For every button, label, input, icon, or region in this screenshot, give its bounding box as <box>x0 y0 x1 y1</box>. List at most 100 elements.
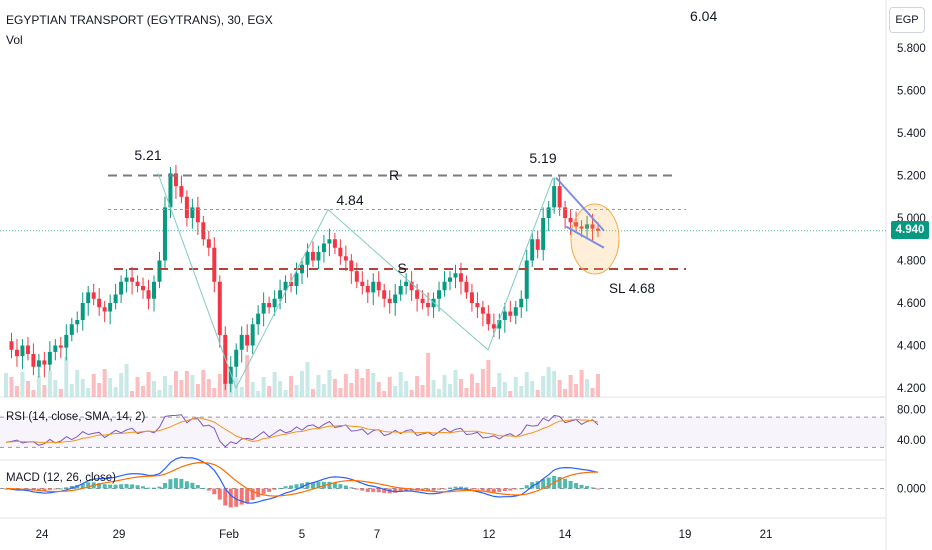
volume-bar <box>530 381 535 397</box>
macd-histogram-bar <box>256 488 261 497</box>
candle-body <box>354 271 359 282</box>
macd-histogram-bar <box>195 485 200 489</box>
volume-bar <box>491 387 496 397</box>
currency-button[interactable]: EGP <box>889 7 925 33</box>
volume-bar <box>91 374 96 397</box>
macd-histogram-bar <box>398 488 403 492</box>
candle-body <box>91 292 96 299</box>
volume-bar <box>173 371 178 397</box>
annotation-mid-peak: 4.84 <box>336 192 363 208</box>
candle-body <box>497 320 502 329</box>
volume-bar <box>310 389 315 397</box>
volume-bar <box>568 375 573 397</box>
volume-bar <box>201 370 206 397</box>
volume-bar <box>58 389 63 397</box>
volume-bar <box>64 357 69 397</box>
candle-body <box>365 286 370 293</box>
volume-bar <box>420 385 425 397</box>
macd-histogram-bar <box>223 488 228 506</box>
candle-body <box>152 281 156 299</box>
macd-histogram-bar <box>541 479 546 489</box>
candle-body <box>124 277 129 282</box>
macd-histogram-bar <box>42 488 47 491</box>
candle-body <box>179 186 184 197</box>
macd-histogram-bar <box>343 485 348 489</box>
time-tick-label: 7 <box>374 529 380 541</box>
candle-body <box>343 256 348 261</box>
macd-histogram-bar <box>530 482 535 489</box>
candle-body <box>404 281 409 286</box>
candle-body <box>130 277 135 282</box>
macd-histogram-bar <box>36 488 41 491</box>
volume-bar <box>579 370 584 397</box>
candle-body <box>513 307 518 316</box>
candle-body <box>47 351 52 365</box>
candle-body <box>119 281 124 295</box>
volume-bar <box>300 371 304 397</box>
candle-body <box>31 354 36 367</box>
macd-histogram-bar <box>146 487 151 489</box>
volume-bar <box>574 384 579 397</box>
volume-bar <box>124 364 129 397</box>
macd-histogram-bar <box>376 488 381 493</box>
macd-histogram-bar <box>239 488 244 505</box>
volume-bar <box>557 380 562 397</box>
macd-histogram-bar <box>47 488 52 490</box>
volume-bar <box>596 374 600 397</box>
candle-body <box>437 290 442 299</box>
volume-bar <box>25 381 30 397</box>
price-tick-label: 4.600 <box>897 298 926 310</box>
macd-histogram-bar <box>519 488 524 490</box>
macd-histogram-bar <box>332 482 337 489</box>
candle-body <box>256 313 261 325</box>
macd-histogram-bar <box>431 488 436 491</box>
volume-bar <box>20 372 25 397</box>
candle-body <box>316 252 321 261</box>
macd-histogram-bar <box>382 488 387 493</box>
macd-histogram-bar <box>168 479 173 489</box>
candle-body <box>234 349 239 367</box>
annotation-high-right: 5.19 <box>529 150 556 166</box>
candle-body <box>239 334 244 350</box>
volume-bar <box>541 376 546 397</box>
macd-histogram-bar <box>579 484 584 489</box>
candle-body <box>458 273 463 282</box>
macd-label: MACD (12, 26, close) <box>6 472 116 484</box>
macd-histogram-bar <box>58 488 63 490</box>
volume-bar <box>206 379 211 397</box>
macd-histogram-bar <box>535 481 540 489</box>
volume-bar <box>157 390 162 397</box>
macd-histogram-bar <box>354 488 359 490</box>
volume-bar <box>69 384 74 397</box>
candle-body <box>579 226 584 229</box>
target-ellipse <box>570 203 620 275</box>
candle-body <box>58 345 63 348</box>
candle-body <box>195 207 200 223</box>
macd-histogram-bar <box>365 488 370 492</box>
pattern-line <box>157 173 554 390</box>
candle-body <box>278 290 283 299</box>
volume-bar <box>426 353 431 397</box>
volume-bar <box>469 374 474 397</box>
volume-bar <box>376 382 381 397</box>
candle-body <box>201 222 206 240</box>
candle-body <box>267 303 272 308</box>
candle-body <box>113 294 118 303</box>
candle-body <box>546 207 551 218</box>
volume-bar <box>349 383 354 397</box>
candle-body <box>75 320 80 325</box>
volume-bar <box>239 387 244 397</box>
candle-body <box>349 260 354 272</box>
time-tick-label: 29 <box>113 529 126 541</box>
candle-body <box>190 207 195 218</box>
candle-body <box>102 307 107 312</box>
volume-bar <box>305 362 310 397</box>
volume-bar <box>86 388 91 397</box>
annotation-stop-loss: SL 4.68 <box>609 281 655 296</box>
macd-histogram-bar <box>124 483 129 489</box>
candle-body <box>596 228 600 231</box>
macd-histogram-bar <box>113 484 118 489</box>
volume-bar <box>508 391 513 397</box>
volume-bar <box>458 379 463 397</box>
